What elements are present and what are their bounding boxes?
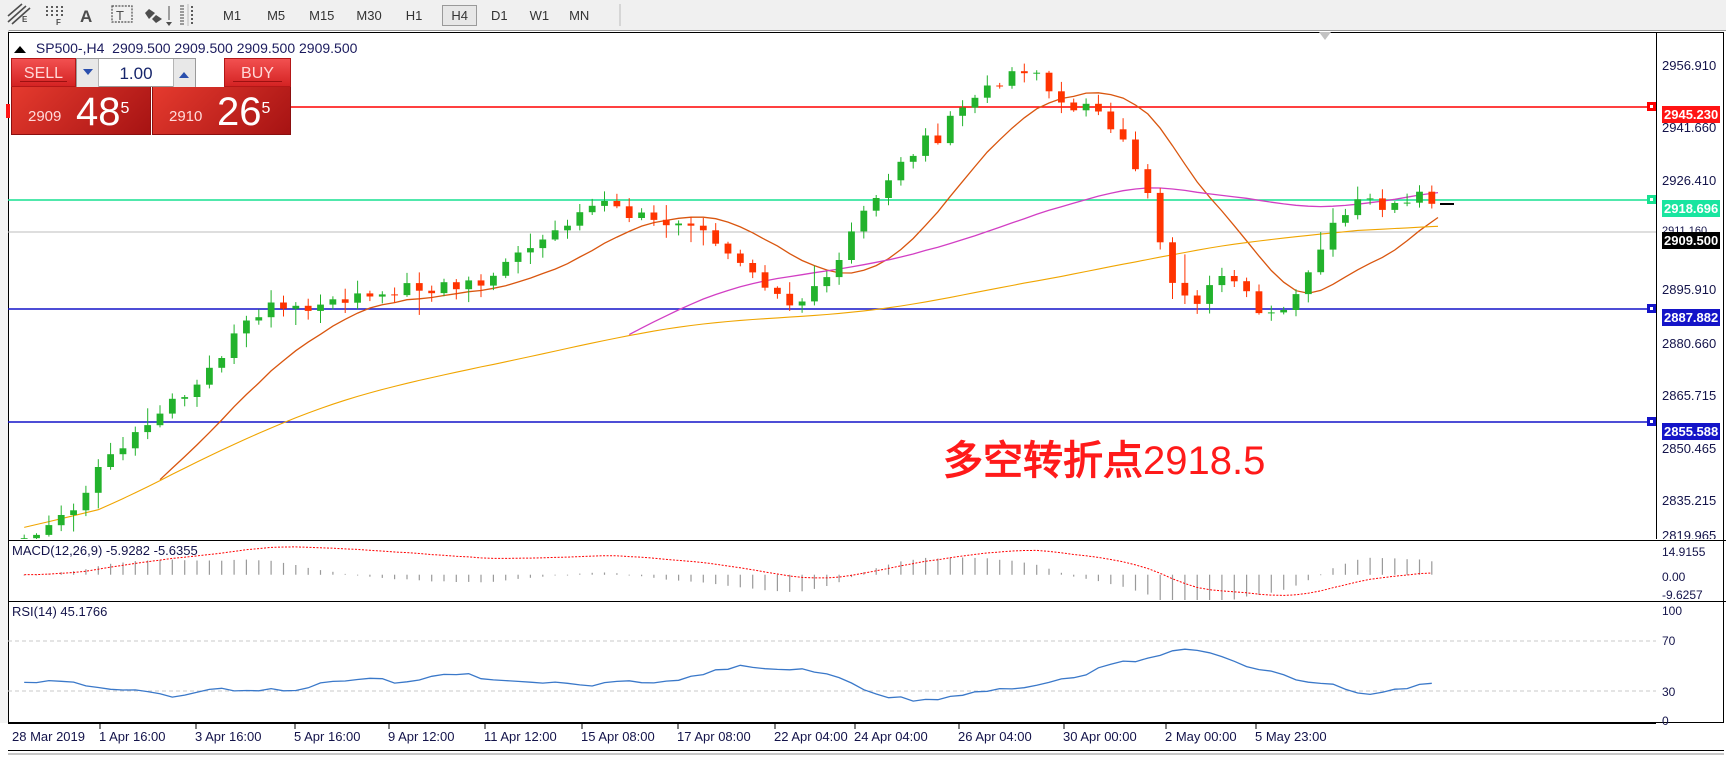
svg-text:E: E bbox=[22, 15, 28, 24]
svg-text:T: T bbox=[116, 8, 124, 23]
svg-text:F: F bbox=[56, 18, 61, 27]
svg-text:A: A bbox=[80, 7, 92, 26]
